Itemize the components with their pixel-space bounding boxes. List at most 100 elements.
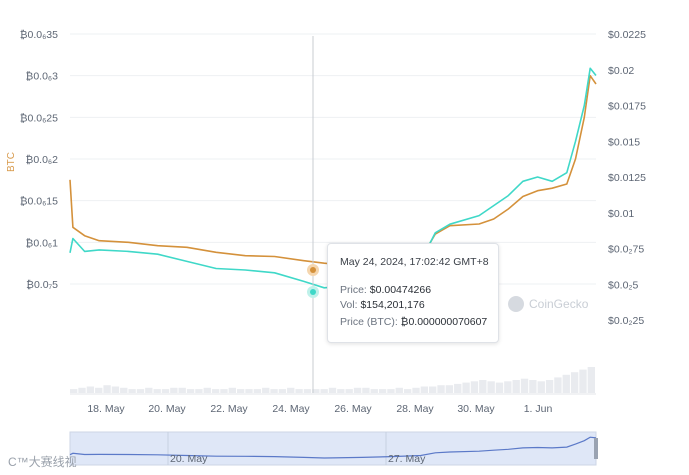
volume-bar — [203, 387, 211, 393]
volume-bar — [395, 387, 403, 393]
volume-bar — [95, 387, 103, 393]
tooltip-price-label: Price: — [340, 284, 367, 296]
volume-bar — [353, 387, 362, 393]
volume-bar — [220, 389, 228, 393]
volume-bar — [270, 389, 278, 393]
navigator-tick-label: 27. May — [388, 453, 426, 465]
volume-bar — [403, 389, 412, 393]
x-tick-label: 28. May — [396, 403, 434, 415]
x-tick-label: 22. May — [210, 403, 248, 415]
volume-bar — [512, 380, 520, 393]
volume-bar — [295, 389, 303, 393]
tooltip-vol-label: Vol: — [340, 299, 358, 311]
volume-bar — [570, 372, 579, 393]
volume-bar — [378, 389, 387, 393]
volume-bar — [562, 374, 570, 393]
volume-bar — [245, 389, 253, 393]
chart-tooltip: May 24, 2024, 17:02:42 GMT+8 Price: $0.0… — [327, 243, 499, 343]
x-tick-label: 26. May — [334, 403, 372, 415]
crosshair — [307, 36, 319, 393]
right-tick-label: $0.0₂25 — [608, 315, 644, 327]
right-tick-label: $0.01 — [608, 208, 634, 220]
right-tick-label: $0.0125 — [608, 172, 646, 184]
tooltip-price-value: $0.00474266 — [369, 284, 432, 296]
left-tick-label: ₿0.0₆35 — [20, 29, 58, 41]
volume-bar — [170, 387, 178, 393]
volume-bar — [545, 380, 554, 393]
x-tick-label: 24. May — [272, 403, 310, 415]
volume-bar — [120, 387, 128, 393]
volume-bar — [161, 389, 170, 393]
left-tick-label: ₿0.0₆1 — [26, 237, 59, 249]
volume-bar — [470, 381, 479, 393]
x-tick-label: 30. May — [457, 403, 495, 415]
volume-bar — [345, 389, 353, 393]
volume-bar — [136, 389, 145, 393]
navigator-handle-right — [594, 438, 598, 459]
volume-bar — [554, 377, 562, 393]
left-tick-label: ₿0.0₆2 — [26, 154, 59, 166]
volume-bar — [228, 387, 236, 393]
volume-bar — [504, 381, 512, 393]
volume-bar — [303, 389, 312, 393]
volume-bar — [211, 389, 220, 393]
volume-bar — [253, 389, 262, 393]
x-tick-label: 18. May — [87, 403, 125, 415]
volume-bar — [412, 387, 420, 393]
usd-hover-point — [310, 289, 316, 295]
volume-bar — [103, 385, 111, 393]
volume-bar — [145, 387, 153, 393]
volume-bar — [262, 387, 270, 393]
volume-bar — [387, 389, 395, 393]
tooltip-btc-value: ₿0.000000070607 — [400, 316, 488, 328]
coingecko-watermark: CoinGecko — [508, 296, 588, 312]
volume-bar — [236, 389, 245, 393]
right-tick-label: $0.0₂75 — [608, 244, 644, 256]
volume-bar — [278, 389, 287, 393]
volume-bar — [445, 385, 454, 393]
volume-bar — [320, 389, 328, 393]
volume-bar — [487, 381, 495, 393]
volume-bar — [429, 386, 437, 393]
axes: ₿0.0₆35 ₿0.0₆3 ₿0.0₆25 ₿0.0₆2 ₿0.0₆15 ₿0.0₆1 ₿… — [6, 29, 646, 415]
volume-bar — [454, 383, 462, 393]
volume-bar — [195, 389, 203, 393]
tooltip-vol-value: $154,201,176 — [360, 299, 425, 311]
volume-bar — [337, 389, 345, 393]
volume-bar — [128, 389, 136, 393]
volume-bar — [529, 380, 537, 393]
x-tick-label: 1. Jun — [524, 403, 553, 415]
volume-bar — [312, 389, 320, 393]
volume-bar — [420, 386, 429, 393]
grid-lines — [70, 33, 596, 285]
btc-price-line — [69, 74, 597, 265]
navigator[interactable]: 20. May 27. May — [69, 431, 598, 466]
corner-watermark: С™大赛线视 — [8, 455, 77, 469]
btc-hover-point — [310, 267, 316, 273]
volume-bar — [495, 382, 504, 393]
left-tick-label: ₿0.0₆15 — [20, 196, 58, 208]
right-tick-label: $0.02 — [608, 65, 634, 77]
navigator-series-line — [69, 436, 597, 459]
volume-bar — [111, 386, 120, 393]
volume-bar — [153, 389, 161, 393]
volume-bars — [70, 367, 595, 393]
volume-bar — [70, 389, 78, 393]
left-tick-label: ₿0.0₆25 — [20, 112, 58, 124]
volume-bar — [370, 389, 378, 393]
volume-bar — [587, 367, 595, 393]
volume-bar — [287, 387, 295, 393]
right-tick-label: $0.0175 — [608, 101, 646, 113]
left-tick-label: ₿0.0₆3 — [26, 71, 59, 83]
navigator-tick-label: 20. May — [170, 453, 208, 465]
volume-bar — [479, 380, 487, 393]
left-tick-label: ₿0.0₇5 — [26, 279, 58, 291]
volume-bar — [437, 385, 445, 393]
right-tick-label: $0.0225 — [608, 29, 646, 41]
volume-bar — [462, 382, 470, 393]
right-tick-label: $0.0₂5 — [608, 279, 639, 291]
volume-bar — [328, 387, 337, 393]
right-tick-label: $0.015 — [608, 136, 640, 148]
